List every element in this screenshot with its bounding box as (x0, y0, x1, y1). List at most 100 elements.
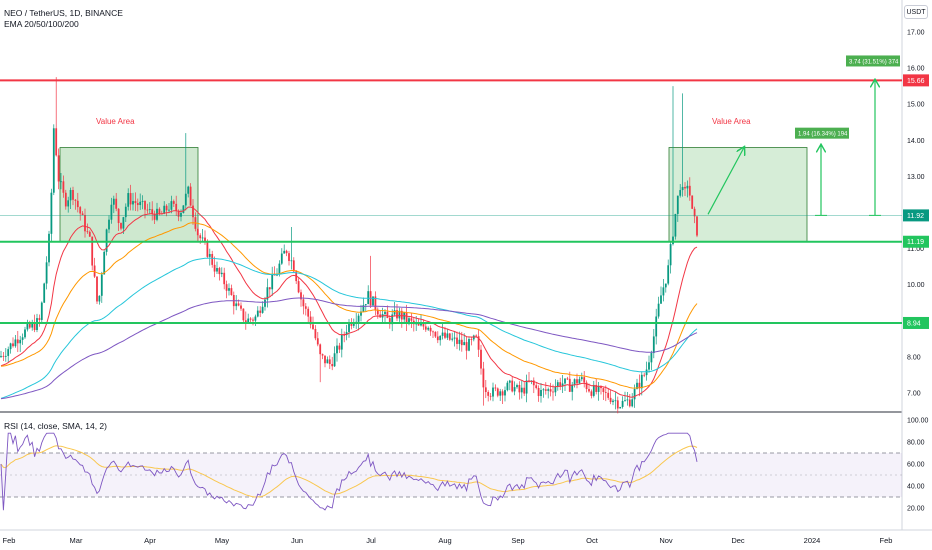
candle-body (256, 310, 259, 317)
candle-body (640, 374, 643, 389)
trend-arrow (707, 148, 744, 215)
candle-body (504, 390, 506, 396)
candle-body (98, 295, 101, 302)
candle-body (667, 265, 670, 284)
candle-body (134, 201, 137, 204)
candle-body (446, 333, 449, 338)
currency-button[interactable]: USDT (904, 5, 928, 19)
candle-body (520, 387, 523, 393)
candle-body (271, 274, 274, 290)
rsi-tick-label: 100.00 (907, 418, 929, 425)
candle-body (230, 288, 233, 296)
time-tick-label: Jul (366, 536, 376, 545)
candle-body (657, 303, 660, 317)
candle-body (235, 303, 238, 307)
candle-body (223, 272, 226, 285)
candle-body (535, 385, 538, 389)
candle-body (638, 382, 641, 389)
candle-body (64, 192, 67, 207)
candle-body (168, 209, 170, 211)
candle-body (631, 399, 634, 407)
candle-body (664, 283, 667, 288)
candle-body (537, 388, 540, 397)
candle-body (206, 241, 209, 257)
candle-body (146, 209, 149, 211)
ema-50-line (0, 222, 698, 389)
time-tick-label: Sep (511, 536, 524, 545)
candle-body (249, 318, 252, 320)
candle-body (662, 287, 665, 296)
candle-body (633, 388, 636, 400)
candle-body (612, 400, 614, 403)
candle-body (468, 339, 470, 351)
candle-body (297, 281, 300, 293)
candle-body (328, 359, 331, 365)
candle-body (619, 406, 622, 409)
candle-body (686, 185, 689, 189)
candle-body (244, 320, 247, 323)
candle-body (0, 355, 2, 357)
candle-body (163, 205, 166, 214)
candle-body (345, 332, 348, 336)
candle-body (645, 369, 648, 376)
candle-body (91, 236, 94, 266)
rsi-title[interactable]: RSI (14, close, SMA, 14, 2) (4, 421, 107, 431)
candle-body (616, 400, 619, 409)
price-tick-label: 14.00 (907, 138, 925, 145)
candle-body (590, 391, 593, 396)
candle-body (489, 395, 492, 397)
candle-body (352, 323, 355, 326)
candle-body (511, 380, 514, 392)
candle-body (93, 265, 96, 277)
candle-body (86, 231, 89, 233)
candle-body (453, 337, 456, 339)
candle-body (108, 219, 110, 230)
time-tick-label: 2024 (804, 536, 821, 545)
candle-body (652, 336, 655, 354)
candle-body (597, 386, 600, 392)
candle-body (655, 316, 658, 337)
candle-body (201, 237, 204, 239)
candle-body (367, 291, 370, 305)
candle-body (36, 318, 38, 331)
candle-body (324, 355, 326, 364)
candle-body (410, 318, 413, 321)
candle-body (477, 336, 480, 350)
candle-body (376, 309, 379, 315)
candle-body (444, 332, 446, 338)
candle-body (261, 306, 264, 313)
candle-body (184, 193, 187, 206)
target-1-badge (795, 127, 849, 139)
price-tick-label: 11.00 (907, 246, 924, 253)
candle-body (405, 312, 408, 323)
candle-body (220, 272, 223, 275)
candle-body (592, 384, 595, 396)
candle-body (494, 387, 497, 389)
candle-body (336, 345, 338, 354)
candle-body (172, 201, 175, 204)
candle-body (302, 299, 305, 307)
candle-body (266, 287, 269, 300)
price-tick-label: 16.00 (907, 66, 925, 73)
candle-body (309, 316, 312, 325)
symbol-title[interactable]: NEO / TetherUS, 1D, BINANCE (4, 8, 123, 18)
indicator-legend[interactable]: EMA 20/50/100/200 (4, 19, 79, 29)
candle-body (547, 389, 550, 391)
candle-body (561, 383, 564, 387)
candle-body (268, 287, 271, 290)
candle-body (525, 380, 528, 394)
candle-body (81, 213, 84, 216)
candle-body (487, 392, 490, 396)
candle-body (492, 387, 494, 397)
candle-body (400, 310, 403, 320)
candle-body (513, 387, 516, 392)
candle-body (624, 400, 626, 402)
candles-group (0, 77, 698, 414)
candle-body (96, 276, 98, 302)
candle-body (151, 209, 154, 215)
candle-body (696, 216, 698, 236)
candle-body (549, 389, 552, 392)
candle-body (609, 397, 612, 403)
candle-body (62, 181, 65, 193)
